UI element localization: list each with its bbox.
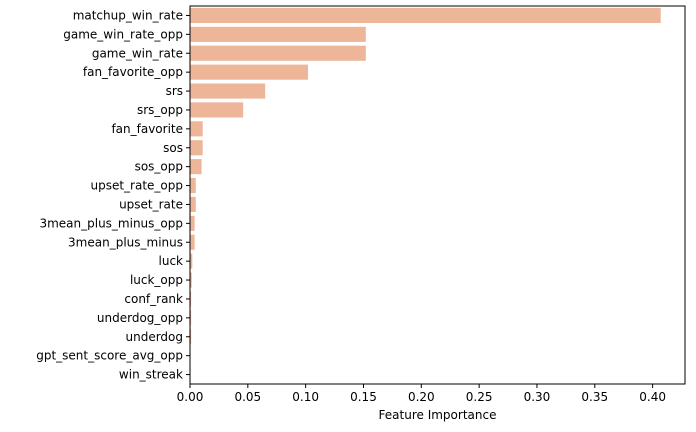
category-label: win_streak: [119, 368, 183, 382]
bars-layer: [190, 7, 661, 383]
bar-sos: [190, 140, 203, 156]
x-axis-ticks: 0.00 0.05 0.10 0.15 0.20 0.25 0.30 0.35 0.40: [177, 384, 666, 404]
bar-luck: [190, 253, 193, 269]
category-label: fan_favorite: [111, 122, 183, 136]
bar-game-win-rate: [190, 45, 366, 61]
category-label: 3mean_plus_minus: [68, 235, 183, 249]
bar-srs-opp: [190, 102, 244, 118]
bar-underdog-opp: [190, 310, 192, 326]
category-label: sos_opp: [135, 160, 183, 174]
category-label: underdog_opp: [97, 311, 183, 325]
plot-frame: [189, 5, 686, 385]
x-tick-label: 0.30: [524, 390, 551, 404]
bar-srs: [190, 83, 266, 99]
category-label: conf_rank: [124, 292, 183, 306]
bar-fan-favorite-opp: [190, 64, 308, 80]
bar-sos-opp: [190, 159, 202, 175]
x-axis-label: Feature Importance: [379, 408, 497, 422]
x-tick-label: 0.10: [292, 390, 319, 404]
bar-fan-favorite: [190, 121, 203, 137]
x-tick-label: 0.15: [350, 390, 377, 404]
category-label: luck: [159, 254, 184, 268]
x-tick-label: 0.35: [581, 390, 608, 404]
category-label: gpt_sent_score_avg_opp: [36, 349, 183, 363]
x-tick-label: 0.40: [639, 390, 666, 404]
x-tick-label: 0.25: [466, 390, 493, 404]
bar-luck-opp: [190, 272, 192, 288]
bar-matchup-win-rate: [190, 7, 661, 24]
bar-3mean-plus-minus: [190, 234, 195, 250]
category-label: underdog: [125, 330, 183, 344]
category-label: 3mean_plus_minus_opp: [39, 216, 183, 230]
x-tick-label: 0.00: [177, 390, 204, 404]
x-tick-label: 0.20: [408, 390, 435, 404]
category-label: upset_rate_opp: [90, 179, 183, 193]
category-labels: matchup_win_rate game_win_rate_opp game_wi…: [36, 8, 190, 382]
category-label: upset_rate: [119, 197, 183, 211]
bar-3mean-plus-minus-opp: [190, 215, 195, 231]
bar-upset-rate: [190, 196, 196, 213]
category-label: fan_favorite_opp: [83, 65, 183, 79]
x-tick-label: 0.05: [234, 390, 261, 404]
category-label: srs: [166, 84, 183, 98]
category-label: game_win_rate_opp: [63, 27, 183, 41]
category-label: game_win_rate: [92, 46, 183, 60]
category-label: luck_opp: [130, 273, 183, 287]
bar-conf-rank: [190, 291, 192, 307]
category-label: sos: [163, 141, 183, 155]
category-label: matchup_win_rate: [73, 8, 183, 22]
bar-game-win-rate-opp: [190, 26, 366, 42]
bar-upset-rate-opp: [190, 177, 196, 194]
bar-underdog: [190, 329, 192, 345]
category-label: srs_opp: [137, 103, 183, 117]
